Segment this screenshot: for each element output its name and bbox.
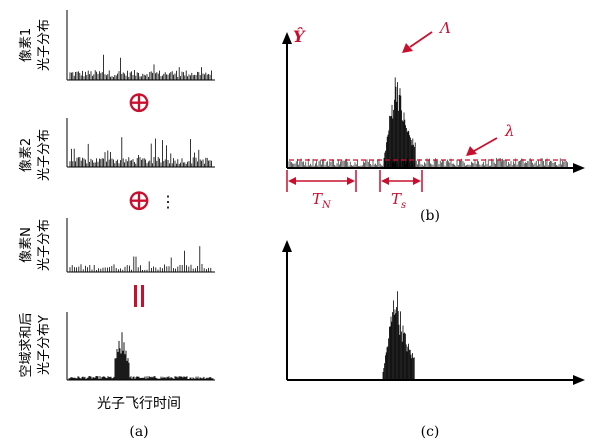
panel-b-x-arrow [573, 163, 585, 173]
noise-arrowhead [466, 146, 477, 156]
row2-label-top: 像素2 [19, 138, 34, 172]
panel-c-y-arrow [282, 240, 292, 252]
panel-a-caption: (a) [129, 424, 148, 440]
row1-label-bottom: 光子分布 [37, 19, 52, 71]
rowN-label-bottom: 光子分布 [37, 219, 52, 271]
row2-photon-bars [69, 137, 212, 167]
panel-c-signal-peak [382, 291, 415, 380]
panel-a: 像素1 光子分布 ⊕ 像素2 光子分布 ⊕ ⋮ 像素N 光子分布 空域求和后 光… [19, 10, 215, 440]
row2-label-bottom: 光子分布 [37, 129, 52, 181]
noise-label: λ [504, 122, 515, 140]
equals-symbol [134, 285, 144, 307]
peak-label: Λ [438, 19, 451, 37]
tn-arrow-right [347, 177, 355, 185]
panel-c-x-arrow [573, 375, 585, 385]
plus-symbol-2: ⊕ [126, 183, 151, 218]
row1-photon-bars [69, 54, 212, 80]
ts-arrow-left [381, 177, 389, 185]
sum-label-bottom: 光子分布Y [37, 315, 52, 375]
panel-c-caption: (c) [421, 424, 440, 440]
panel-a-xlabel: 光子飞行时间 [97, 396, 181, 412]
rowN-label-top: 像素N [19, 227, 34, 263]
tn-arrow-left [288, 177, 296, 185]
panel-b-signal-peak [383, 77, 416, 168]
panel-b-y-arrow [282, 32, 292, 44]
noise-arrow-line [473, 137, 498, 152]
panel-b: Ŷ Λ λ TN Ts (b) [282, 19, 585, 224]
rowN-photon-bars [69, 246, 212, 272]
peak-arrow-line [409, 31, 433, 48]
row1-label-top: 像素1 [19, 28, 34, 62]
panel-c: (c) [282, 240, 585, 440]
tn-label: TN [312, 190, 332, 211]
sum-photon-bars [68, 332, 214, 380]
ts-arrow-right [413, 177, 421, 185]
panel-b-caption: (b) [420, 208, 440, 224]
ellipsis-dots: ⋮ [160, 192, 176, 211]
peak-arrowhead [402, 43, 413, 53]
sum-label-top: 空域求和后 [19, 312, 34, 377]
plus-symbol-1: ⊕ [126, 85, 151, 120]
ts-label: Ts [391, 190, 406, 211]
panel-b-ylabel: Ŷ [293, 26, 306, 46]
